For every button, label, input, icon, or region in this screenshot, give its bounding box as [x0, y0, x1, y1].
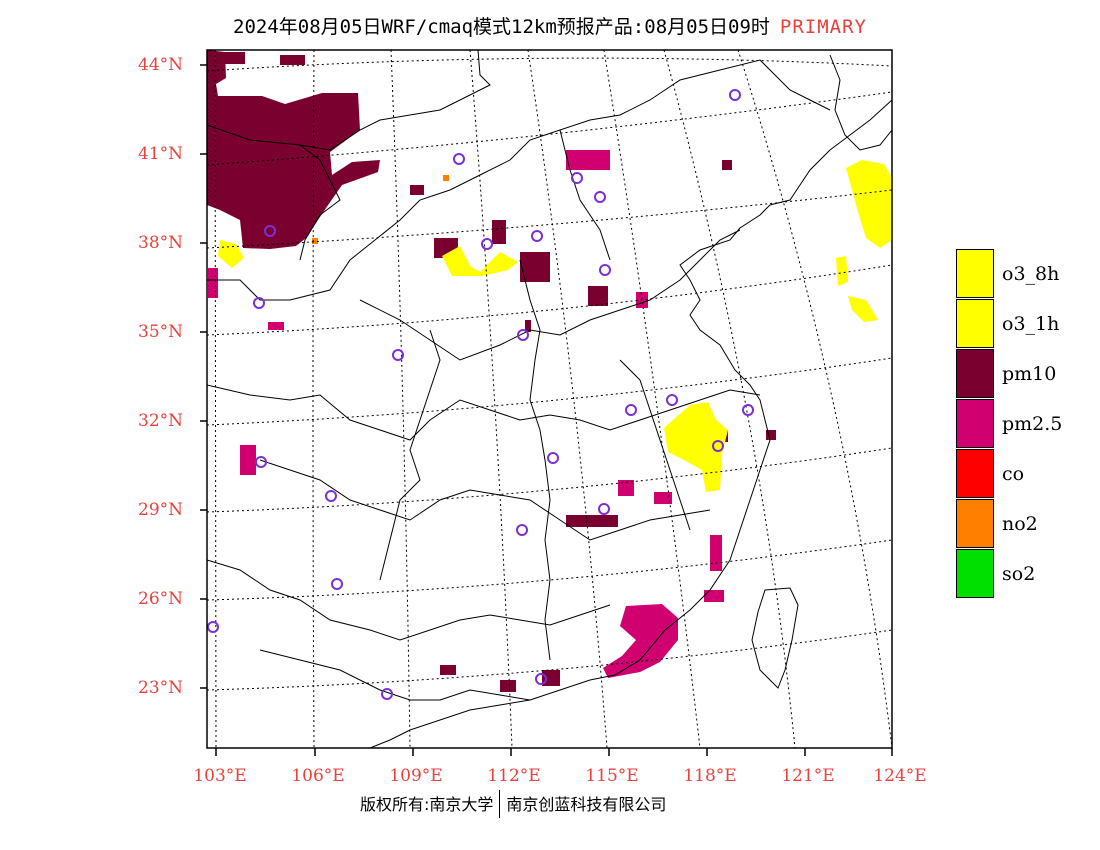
legend-swatch: [956, 549, 994, 598]
lat-label: 26°N: [138, 589, 184, 609]
lat-label: 23°N: [138, 678, 184, 698]
legend-swatch: [956, 249, 994, 298]
lon-label: 115°E: [585, 766, 639, 786]
lon-label: 121°E: [781, 766, 835, 786]
lon-label: 106°E: [291, 766, 345, 786]
coastline: [369, 54, 892, 748]
province-boundaries: [207, 50, 831, 701]
legend-swatch: [956, 499, 994, 548]
pm25-areas: [208, 150, 724, 678]
lon-label: 118°E: [683, 766, 737, 786]
lat-label: 32°N: [138, 411, 184, 431]
lon-label: 124°E: [873, 766, 927, 786]
legend-swatch: [956, 349, 994, 398]
o3-areas: [218, 160, 892, 492]
legend-swatch: [956, 299, 994, 348]
legend-label: o3_8h: [1002, 263, 1060, 285]
pm10-area-northwest: [207, 50, 776, 692]
lat-label: 29°N: [138, 500, 184, 520]
footer-divider: [499, 790, 501, 818]
legend-label: pm10: [1002, 363, 1057, 385]
copyright-company: 南京创蓝科技有限公司: [506, 795, 667, 814]
copyright-owner: 版权所有:南京大学: [360, 795, 494, 814]
legend-swatch: [956, 399, 994, 448]
legend-label: no2: [1002, 513, 1038, 535]
lat-label: 41°N: [138, 144, 184, 164]
legend-label: co: [1002, 463, 1025, 485]
co-no2-cells: [312, 175, 449, 244]
legend-label: so2: [1002, 563, 1036, 585]
title-text: 2024年08月05日WRF/cmaq模式12km预报产品:08月05日09时: [233, 16, 770, 38]
lon-label: 103°E: [193, 766, 247, 786]
legend-swatch: [956, 449, 994, 498]
lon-label: 112°E: [487, 766, 541, 786]
legend-label: pm2.5: [1002, 413, 1063, 435]
lat-label: 35°N: [138, 322, 184, 342]
map-frame: [206, 49, 893, 749]
lat-label: 44°N: [138, 55, 184, 75]
station-markers: [207, 89, 754, 700]
lat-label: 38°N: [138, 233, 184, 253]
pollutant-mode-label: PRIMARY: [779, 16, 867, 38]
axis-ticks: [200, 64, 893, 756]
legend-label: o3_1h: [1002, 313, 1060, 335]
map-title: 2024年08月05日WRF/cmaq模式12km预报产品:08月05日09时 P…: [0, 12, 1100, 39]
copyright-footer: 版权所有:南京大学 南京创蓝科技有限公司: [360, 790, 666, 818]
lon-label: 109°E: [389, 766, 443, 786]
